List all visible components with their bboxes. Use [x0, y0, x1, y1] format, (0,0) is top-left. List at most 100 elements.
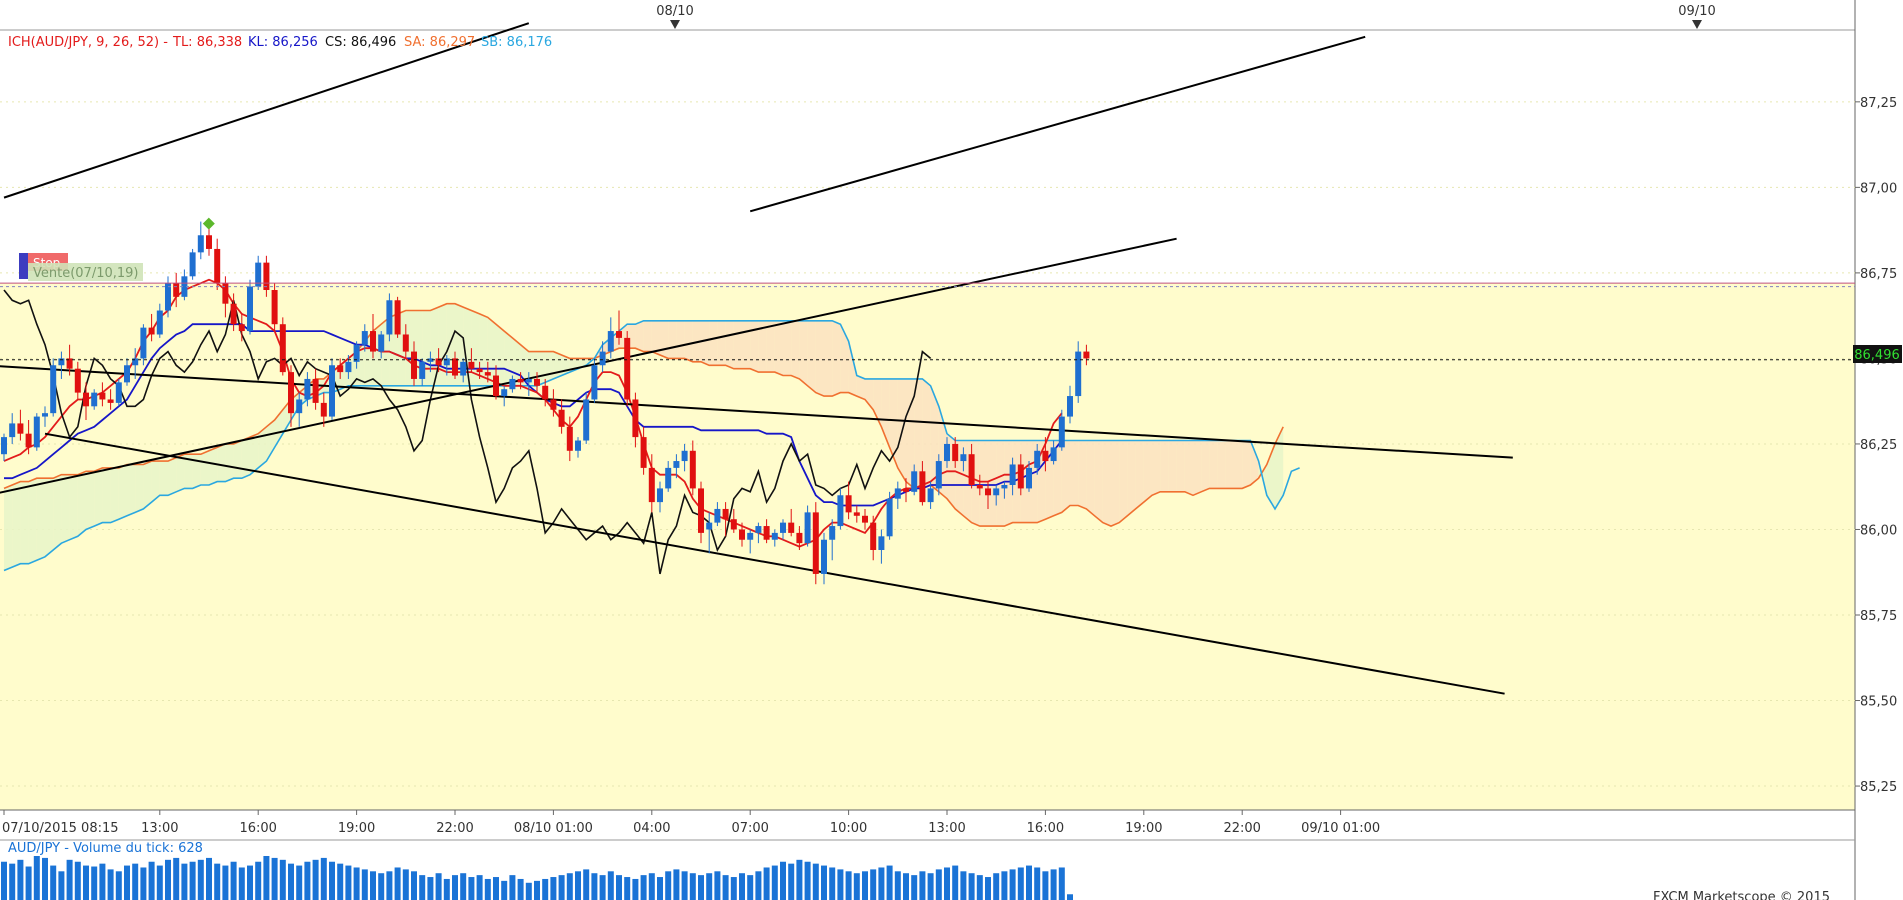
candle: [345, 355, 352, 379]
x-tick-label: 08/10 01:00: [514, 821, 593, 836]
candle-body: [624, 337, 631, 400]
candle: [517, 372, 524, 390]
order-label: Vente(07/10,19): [33, 266, 139, 281]
candle-body: [238, 324, 245, 332]
candle: [411, 341, 417, 386]
candle-body: [648, 467, 655, 503]
candle-body: [976, 485, 983, 489]
candle: [83, 382, 89, 420]
volume-bar: [517, 878, 524, 900]
candle: [673, 454, 680, 479]
cloud-segment: [1201, 440, 1210, 492]
candle: [583, 392, 590, 444]
volume-bar: [230, 861, 237, 900]
volume-bar: [812, 863, 819, 900]
cloud-segment: [94, 467, 103, 527]
candle: [665, 461, 672, 492]
candle-body: [460, 361, 467, 376]
candle-body: [214, 248, 221, 284]
candle: [616, 310, 622, 345]
cloud-segment: [750, 320, 759, 373]
candle: [312, 368, 319, 410]
candle-body: [206, 235, 212, 249]
candle: [419, 358, 426, 386]
volume-bar: [558, 875, 565, 900]
cloud-segment: [217, 443, 226, 482]
sell-order-tag[interactable]: Vente(07/10,19): [28, 263, 143, 281]
volume-bar: [935, 869, 942, 900]
candle-body: [862, 515, 868, 523]
candle: [370, 313, 376, 359]
candle-body: [279, 324, 286, 373]
candle-body: [870, 522, 877, 550]
volume-bar: [1, 861, 7, 900]
volume-bar: [509, 875, 516, 900]
cloud-segment: [1217, 440, 1226, 489]
candle: [148, 313, 155, 342]
x-tick-label: 07:00: [731, 821, 768, 836]
candle: [230, 293, 237, 332]
cloud-segment: [28, 478, 37, 564]
candle: [944, 437, 950, 468]
volume-bar: [607, 871, 614, 900]
candle: [124, 358, 130, 386]
candle: [58, 351, 65, 379]
candle-body: [115, 382, 122, 403]
candle: [993, 485, 1000, 506]
candle: [747, 529, 754, 554]
cloud-segment: [135, 464, 144, 513]
volume-bar: [1026, 865, 1032, 900]
legend-cs: CS: 86,496: [325, 35, 396, 50]
volume-bar: [501, 880, 508, 900]
candle: [468, 348, 475, 373]
candle: [1067, 385, 1073, 424]
cloud-segment: [110, 467, 119, 523]
candle-body: [985, 488, 991, 496]
candle-body: [189, 252, 196, 277]
candle-body: [919, 471, 926, 503]
candle: [402, 324, 409, 359]
legend-kl: KL: 86,256: [248, 35, 318, 50]
candle: [821, 532, 827, 585]
volume-bar: [698, 875, 704, 900]
candle: [878, 529, 885, 564]
cloud-segment: [1176, 440, 1185, 492]
cloud-segment: [1012, 440, 1021, 523]
trendline: [3, 22, 530, 199]
candle: [173, 272, 180, 308]
volume-bar: [353, 867, 360, 900]
volume-bar: [33, 856, 40, 900]
volume-bar: [534, 880, 540, 900]
candle: [730, 508, 737, 533]
candle: [1009, 457, 1016, 496]
candle-body: [812, 512, 819, 574]
cloud-segment: [53, 474, 62, 550]
cloud-segment: [791, 320, 800, 379]
candle: [632, 392, 639, 448]
watermark: FXCM Marketscope © 2015: [1653, 890, 1830, 900]
candle-body: [911, 471, 918, 492]
cloud-segment: [1168, 440, 1177, 492]
volume-bar: [1058, 867, 1065, 900]
volume-bar: [255, 861, 262, 900]
candle-body: [616, 331, 622, 338]
volume-bar: [452, 875, 458, 900]
cloud-segment: [660, 320, 669, 359]
candle-body: [886, 498, 893, 537]
cloud-segment: [668, 320, 677, 359]
cloud-segment: [77, 471, 86, 537]
volume-bar: [271, 857, 278, 900]
candle: [279, 317, 286, 376]
candle-body: [1067, 396, 1073, 417]
candle: [107, 389, 114, 410]
cloud-segment: [717, 320, 726, 366]
candle: [452, 351, 458, 379]
candle: [263, 255, 270, 297]
y-tick-label: 85,75: [1860, 609, 1897, 624]
candle-body: [821, 539, 827, 574]
candle: [845, 481, 852, 520]
volume-bar: [714, 871, 721, 900]
volume-bar: [222, 865, 229, 900]
volume-bar: [681, 871, 688, 900]
cloud-segment: [176, 454, 185, 492]
